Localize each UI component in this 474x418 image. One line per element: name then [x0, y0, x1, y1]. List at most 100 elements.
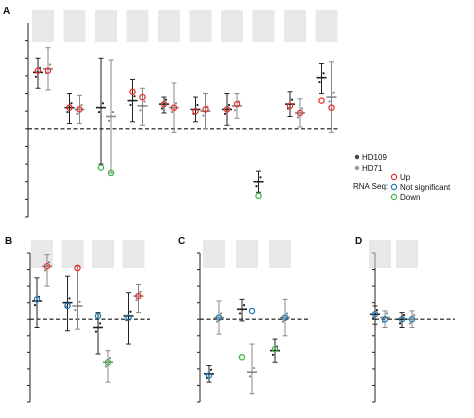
- replicate-point-hd71: [104, 365, 108, 368]
- rnaseq-marker-not-significant: [398, 315, 406, 323]
- rnaseq-marker-down: [238, 354, 246, 361]
- legend-marker-down: [390, 193, 398, 201]
- replicate-point-hd109: [164, 98, 168, 101]
- rnaseq-marker-down: [97, 164, 105, 171]
- replicate-point-hd71: [141, 104, 144, 107]
- rnaseq-marker-down: [255, 192, 262, 200]
- gene-tab: [203, 240, 225, 268]
- replicate-point-hd71: [172, 106, 176, 109]
- chart-panel-b: [27, 240, 150, 403]
- replicate-point-hd71: [78, 300, 81, 303]
- gene-tab: [269, 240, 291, 268]
- replicate-point-hd71: [174, 102, 178, 105]
- rnaseq-marker-up: [139, 93, 146, 101]
- gene-tab: [126, 10, 149, 42]
- replicate-point-hd109: [160, 107, 164, 110]
- replicate-point-hd109: [225, 108, 229, 111]
- replicate-point-hd109: [101, 102, 105, 105]
- replicate-point-hd109: [240, 308, 244, 311]
- replicate-point-hd109: [97, 110, 101, 114]
- replicate-point-hd71: [76, 112, 79, 115]
- rnaseq-marker-not-significant: [215, 314, 223, 321]
- replicate-point-hd109: [33, 304, 37, 307]
- rnaseq-marker-up: [44, 67, 52, 74]
- replicate-point-hd71: [108, 357, 112, 360]
- rnaseq-marker-not-significant: [33, 296, 41, 303]
- replicate-point-hd71: [330, 95, 333, 99]
- replicate-point-hd71: [135, 299, 138, 302]
- rnaseq-marker-not-significant: [281, 314, 289, 321]
- replicate-point-hd109: [398, 322, 402, 325]
- chart-panel-a: [25, 10, 340, 218]
- replicate-point-hd109: [318, 80, 321, 84]
- replicate-point-hd109: [96, 326, 100, 329]
- replicate-point-hd71: [300, 107, 304, 110]
- replicate-point-hd109: [94, 330, 98, 333]
- replicate-point-hd109: [255, 185, 258, 188]
- legend-item-hd109: HD109: [354, 153, 387, 162]
- replicate-point-hd71: [233, 109, 237, 112]
- gene-tab: [369, 240, 391, 268]
- legend: HD109 HD71 Up RNA Seq: Not significant D…: [353, 153, 451, 202]
- replicate-point-hd71: [143, 100, 146, 103]
- replicate-point-hd109: [131, 99, 134, 102]
- gene-tab: [31, 240, 53, 268]
- replicate-point-hd71: [47, 261, 51, 264]
- rnaseq-marker-up: [328, 104, 335, 111]
- rnaseq-marker-up: [129, 88, 136, 96]
- replicate-point-hd71: [410, 318, 414, 321]
- rnaseq-marker-up: [34, 67, 42, 74]
- rnaseq-marker-up: [74, 264, 81, 272]
- legend-item-hd71: HD71: [354, 164, 383, 173]
- replicate-point-hd71: [283, 316, 287, 319]
- gene-tab: [189, 10, 212, 42]
- legend-item-up: Up: [390, 173, 411, 182]
- rnaseq-marker-up: [286, 102, 294, 110]
- rnaseq-marker-not-significant: [125, 314, 132, 321]
- rnaseq-marker-down: [104, 359, 112, 366]
- rnaseq-marker-up: [318, 97, 325, 104]
- rnaseq-marker-not-significant: [248, 307, 256, 315]
- rnaseq-marker-up: [223, 106, 231, 113]
- replicate-point-hd109: [322, 72, 325, 75]
- gene-tab: [396, 240, 418, 268]
- replicate-point-hd109: [209, 368, 213, 371]
- replicate-point-hd71: [111, 110, 115, 114]
- replicate-point-hd109: [99, 106, 103, 109]
- replicate-point-hd71: [408, 322, 412, 325]
- replicate-point-hd71: [215, 320, 219, 323]
- panel-letter-d: D: [355, 236, 362, 247]
- replicate-point-hd109: [238, 312, 242, 315]
- replicate-point-hd71: [281, 320, 285, 323]
- legend-label-not-significant: Not significant: [400, 183, 451, 192]
- replicate-point-hd71: [248, 375, 252, 378]
- replicate-point-hd71: [252, 366, 256, 370]
- rnaseq-marker-not-significant: [205, 372, 213, 379]
- legend-label-down: Down: [400, 193, 420, 202]
- replicate-point-hd71: [74, 309, 77, 312]
- legend-marker-up: [390, 173, 398, 181]
- replicate-point-hd109: [68, 106, 71, 109]
- gene-tab: [252, 10, 275, 42]
- replicate-point-hd71: [170, 110, 174, 114]
- rnaseq-marker-up: [296, 109, 304, 117]
- replicate-point-hd109: [400, 318, 404, 321]
- legend-item-down: Down: [390, 193, 420, 202]
- rnaseq-marker-down: [107, 169, 115, 177]
- replicate-point-hd109: [227, 103, 231, 107]
- replicate-point-hd109: [223, 112, 227, 115]
- rnaseq-marker-up: [66, 104, 73, 111]
- rnaseq-marker-up: [202, 106, 209, 113]
- replicate-point-hd71: [298, 111, 302, 115]
- rnaseq-marker-not-significant: [64, 302, 71, 310]
- replicate-point-hd71: [80, 103, 83, 107]
- replicate-point-hd71: [332, 91, 335, 94]
- legend-marker-hd109: [354, 154, 360, 160]
- panel-letter-b: B: [5, 236, 12, 247]
- gene-tab: [32, 10, 54, 42]
- replicate-point-hd109: [271, 353, 275, 356]
- rnaseq-marker-up: [233, 100, 241, 108]
- replicate-point-hd109: [320, 76, 323, 79]
- replicate-point-hd71: [106, 361, 110, 364]
